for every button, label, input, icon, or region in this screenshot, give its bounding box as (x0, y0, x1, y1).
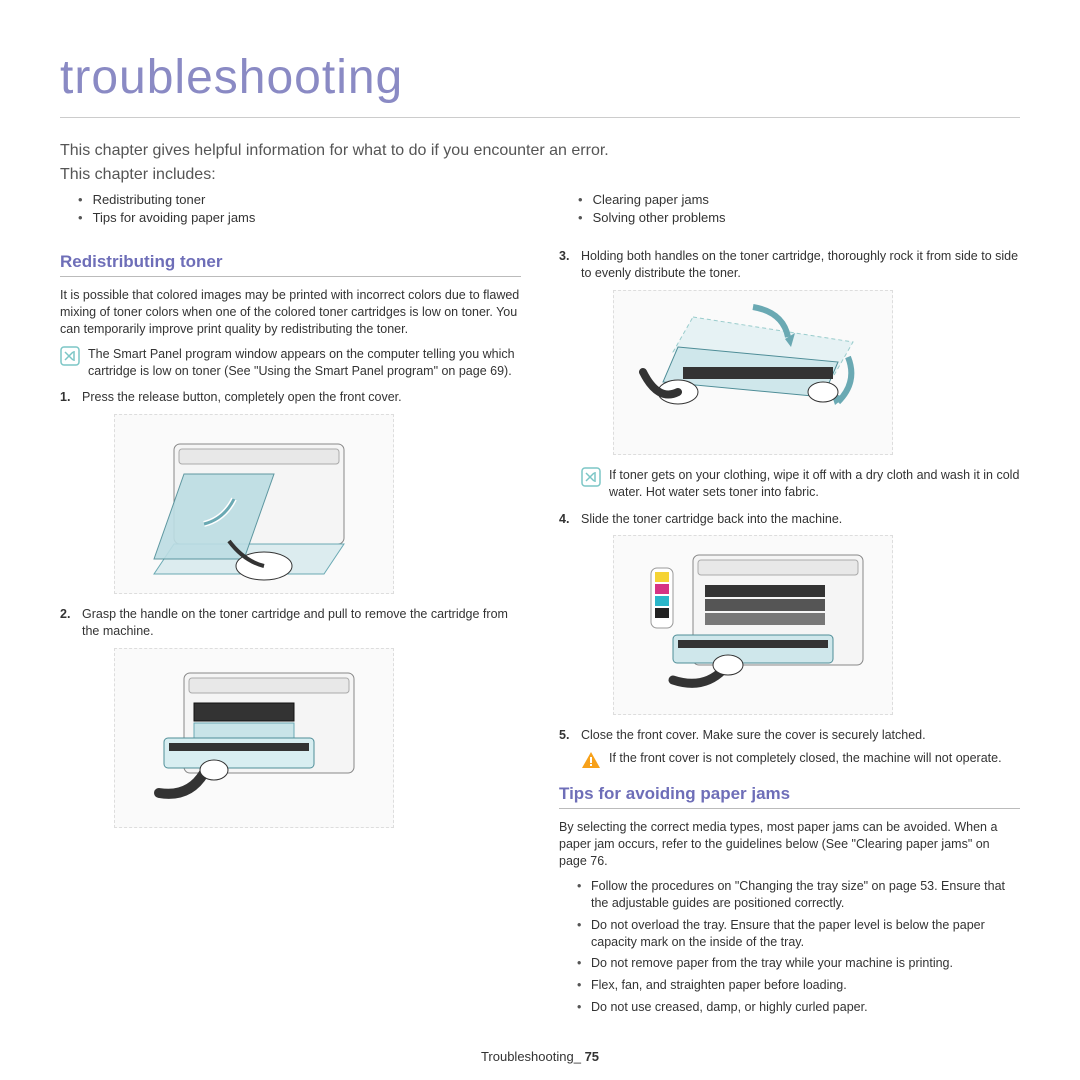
tips-list: Follow the procedures on "Changing the t… (559, 878, 1020, 1016)
step-2-text: Grasp the handle on the toner cartridge … (82, 607, 508, 638)
page-title: troubleshooting (60, 50, 1020, 105)
toc-left-col: Redistributing toner Tips for avoiding p… (60, 192, 520, 228)
footer-page-number: 75 (585, 1049, 599, 1064)
steps-right: Holding both handles on the toner cartri… (559, 248, 1020, 770)
tip-item: Do not remove paper from the tray while … (577, 955, 1020, 972)
tip-item: Follow the procedures on "Changing the t… (577, 878, 1020, 912)
figure-insert-cartridge (613, 535, 893, 715)
step-4-text: Slide the toner cartridge back into the … (581, 512, 842, 526)
footer-section: Troubleshooting_ (481, 1049, 581, 1064)
steps-left: Press the release button, completely ope… (60, 389, 521, 828)
redistributing-intro: It is possible that colored images may b… (60, 287, 521, 338)
left-column: Redistributing toner It is possible that… (60, 248, 521, 1021)
tips-intro: By selecting the correct media types, mo… (559, 819, 1020, 870)
note-box: The Smart Panel program window appears o… (60, 346, 521, 380)
title-rule (60, 117, 1020, 118)
warning-icon (581, 750, 601, 770)
figure-rock-cartridge (613, 290, 893, 455)
step-1-text: Press the release button, completely ope… (82, 390, 402, 404)
step-5: Close the front cover. Make sure the cov… (559, 727, 1020, 770)
step-2: Grasp the handle on the toner cartridge … (60, 606, 521, 828)
note-box-toner-clothing: If toner gets on your clothing, wipe it … (581, 467, 1020, 501)
step-1: Press the release button, completely ope… (60, 389, 521, 594)
warning-box: If the front cover is not completely clo… (581, 750, 1020, 770)
toc-item: Redistributing toner (78, 192, 520, 207)
tip-item: Flex, fan, and straighten paper before l… (577, 977, 1020, 994)
chapter-intro: This chapter gives helpful information f… (60, 142, 1020, 160)
step-5-text: Close the front cover. Make sure the cov… (581, 728, 926, 742)
chapter-includes-label: This chapter includes: (60, 166, 1020, 184)
tip-item: Do not overload the tray. Ensure that th… (577, 917, 1020, 951)
table-of-contents: Redistributing toner Tips for avoiding p… (60, 192, 1020, 228)
toc-item: Clearing paper jams (578, 192, 1020, 207)
toc-item: Tips for avoiding paper jams (78, 210, 520, 225)
toc-right-col: Clearing paper jams Solving other proble… (560, 192, 1020, 228)
toc-item: Solving other problems (578, 210, 1020, 225)
figure-open-cover (114, 414, 394, 594)
content-columns: Redistributing toner It is possible that… (60, 248, 1020, 1021)
section-heading-tips: Tips for avoiding paper jams (559, 784, 1020, 809)
note-icon (60, 346, 80, 366)
tip-item: Do not use creased, damp, or highly curl… (577, 999, 1020, 1016)
step-3: Holding both handles on the toner cartri… (559, 248, 1020, 501)
warning-text: If the front cover is not completely clo… (609, 750, 1020, 770)
step-3-text: Holding both handles on the toner cartri… (581, 249, 1018, 280)
note-icon (581, 467, 601, 487)
step-4: Slide the toner cartridge back into the … (559, 511, 1020, 716)
note-text: The Smart Panel program window appears o… (88, 346, 521, 380)
section-heading-redistributing: Redistributing toner (60, 252, 521, 277)
note-text: If toner gets on your clothing, wipe it … (609, 467, 1020, 501)
right-column: Holding both handles on the toner cartri… (559, 248, 1020, 1021)
page-footer: Troubleshooting_ 75 (0, 1049, 1080, 1064)
figure-remove-cartridge (114, 648, 394, 828)
